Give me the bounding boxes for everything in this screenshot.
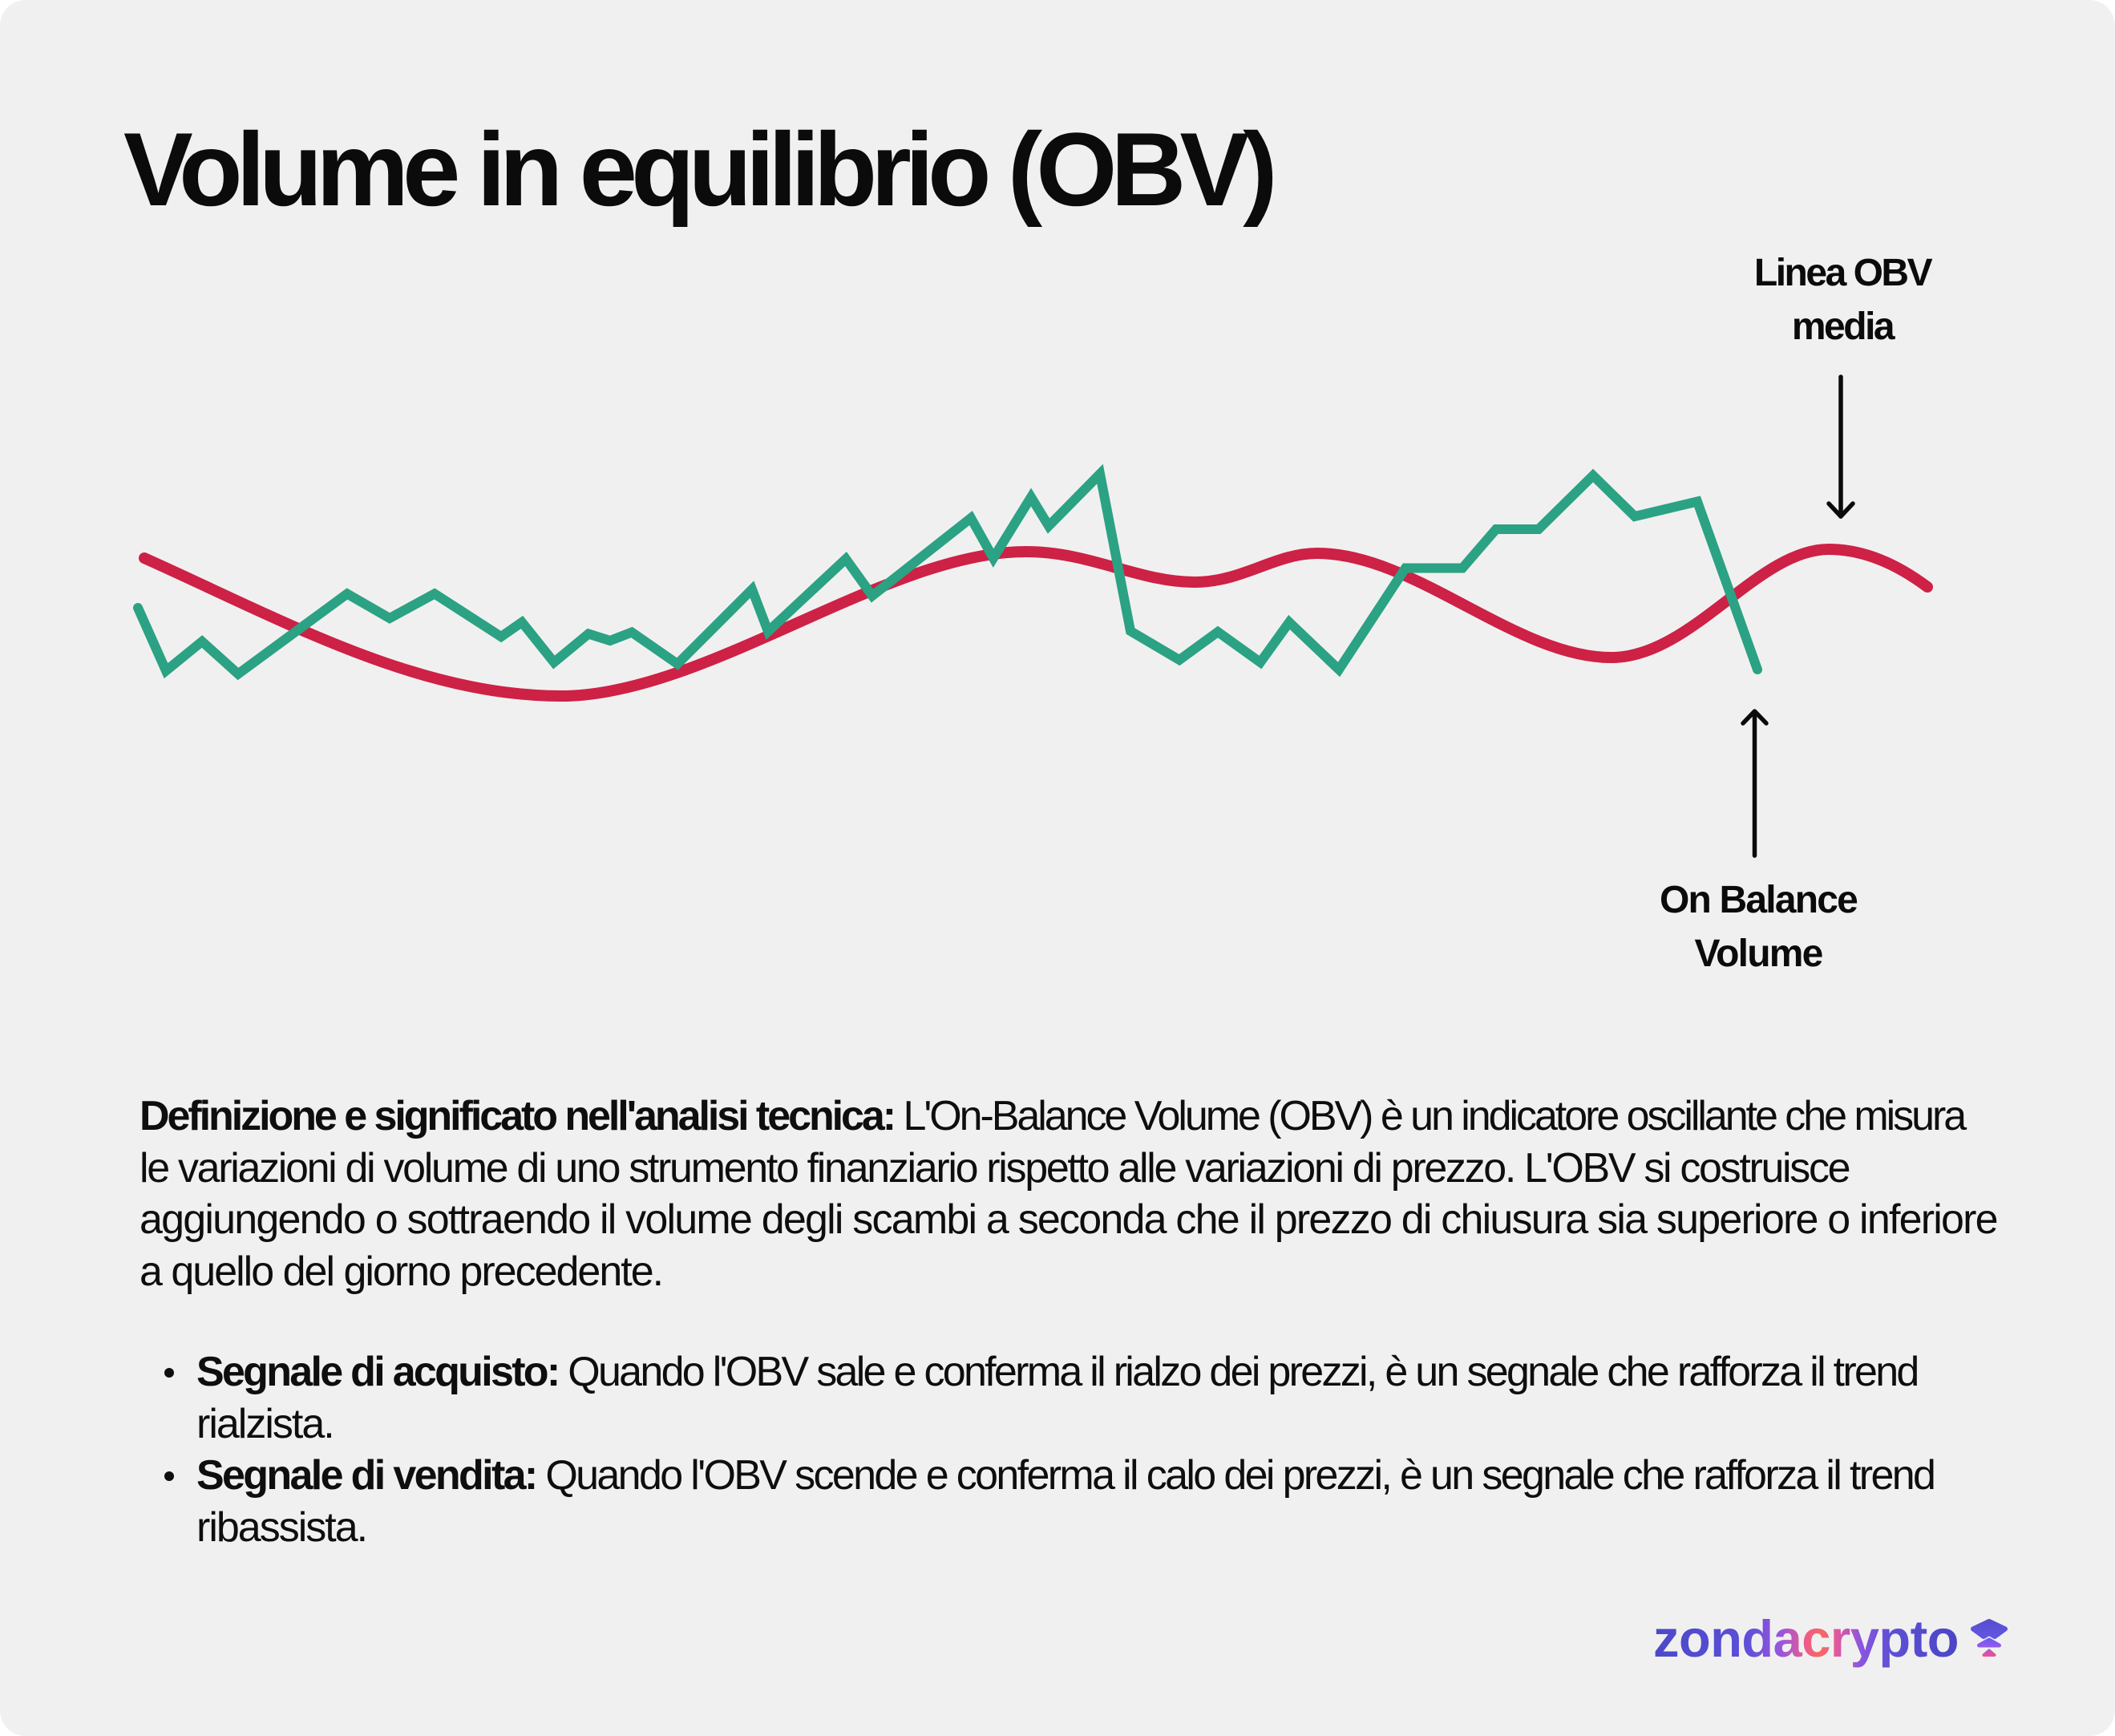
svg-text:zondacrypto: zondacrypto <box>1653 1609 1959 1668</box>
